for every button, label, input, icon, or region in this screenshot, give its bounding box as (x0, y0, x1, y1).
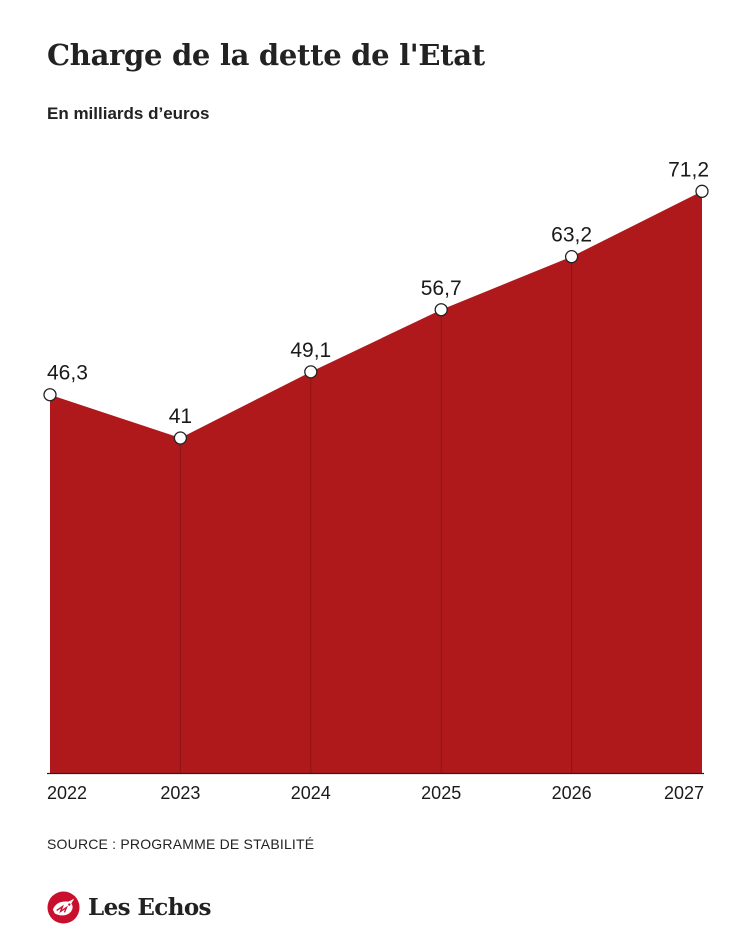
data-label: 41 (169, 405, 192, 428)
data-point (695, 184, 709, 198)
x-tick-label: 2022 (47, 783, 87, 803)
data-label: 71,2 (668, 158, 709, 181)
data-label: 56,7 (421, 277, 462, 300)
x-tick-label: 2025 (421, 783, 461, 803)
source-note: SOURCE : PROGRAMME DE STABILITÉ (47, 836, 315, 852)
data-point (173, 431, 188, 445)
data-point (43, 388, 57, 402)
x-tick-label: 2027 (664, 783, 704, 803)
x-tick-label: 2023 (160, 783, 200, 803)
x-tick-label: 2024 (291, 783, 331, 803)
les-echos-logo-icon (47, 890, 80, 924)
data-label: 49,1 (290, 339, 331, 362)
area-chart: 46,3 2022 41 2023 49,1 2024 56,7 2025 63,2 2026 71… (43, 158, 709, 803)
brand: Les Echos (47, 890, 212, 924)
brand-name: Les Echos (88, 893, 212, 921)
chart-subtitle: En milliards d’euros (47, 104, 210, 123)
x-tick-label: 2026 (552, 783, 592, 803)
area-fill (50, 191, 702, 773)
chart-title: Charge de la dette de l'Etat (47, 38, 485, 72)
data-point (564, 250, 579, 264)
data-point (434, 303, 448, 317)
data-label: 46,3 (47, 362, 88, 385)
data-point (304, 365, 318, 379)
data-label: 63,2 (551, 224, 592, 247)
